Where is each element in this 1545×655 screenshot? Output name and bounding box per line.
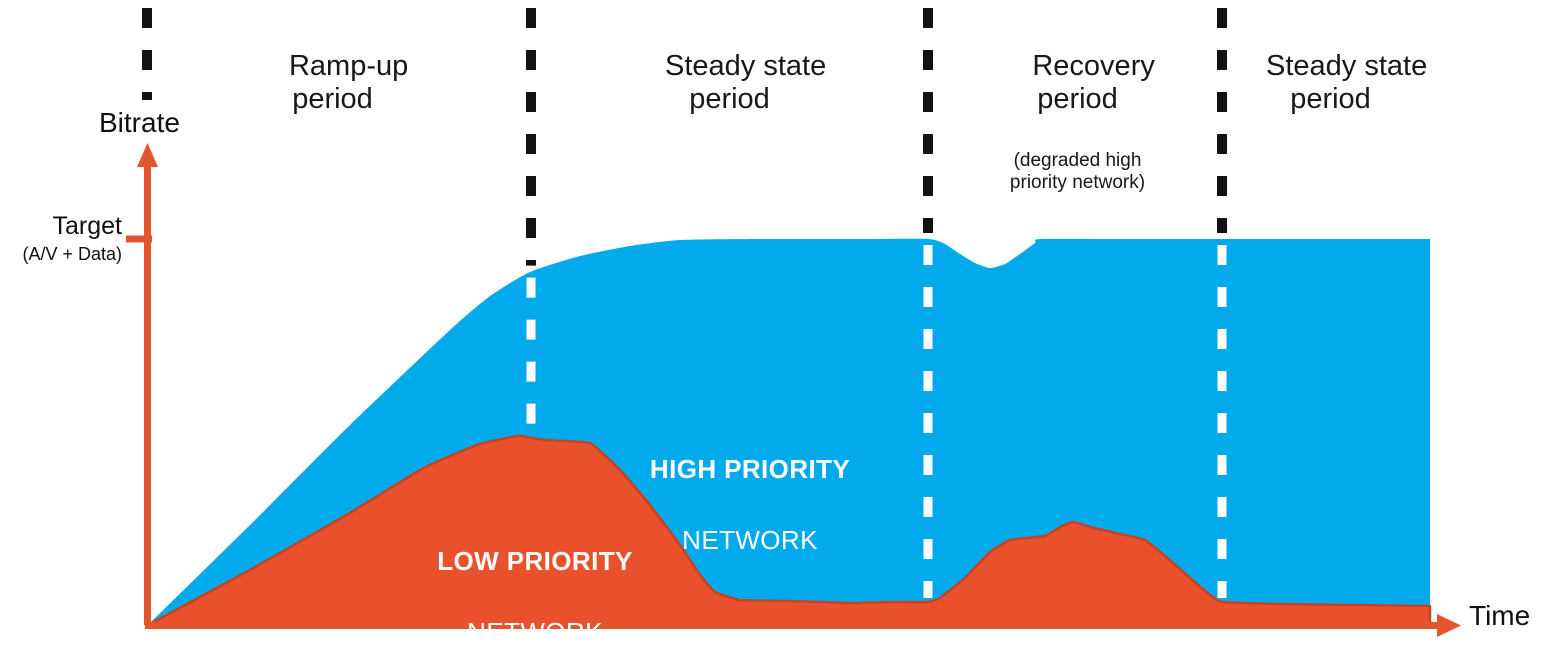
- high-priority-label-line2: NETWORK: [682, 525, 818, 555]
- low-priority-label-line1: LOW PRIORITY: [437, 546, 633, 576]
- target-tick-sublabel: (A/V + Data): [22, 244, 122, 264]
- period-label-steady-state-2: Steady state period: [1266, 50, 1428, 115]
- y-axis-label: Bitrate: [99, 107, 180, 138]
- period-label-recovery: Recovery period (degraded high priority …: [960, 18, 1195, 260]
- low-priority-network-label: LOW PRIORITY NETWORK: [385, 510, 685, 655]
- period-divider-inner-group: [526, 245, 1227, 598]
- high-priority-label-line1: HIGH PRIORITY: [649, 454, 851, 484]
- period-divider-outer-group: [142, 8, 1227, 266]
- period-label-ramp-up: Ramp-up period: [288, 50, 409, 115]
- target-tick-label: Target: [52, 212, 122, 240]
- low-priority-area: [146, 434, 1432, 627]
- x-axis: [145, 614, 1461, 637]
- period-label-steady-state-1: Steady state period: [665, 50, 827, 115]
- x-axis-label: Time: [1469, 600, 1531, 631]
- high-priority-network-label: HIGH PRIORITY NETWORK: [600, 418, 900, 592]
- low-priority-label-line2: NETWORK: [467, 617, 603, 647]
- period-sublabel-recovery: (degraded high priority network): [1009, 149, 1146, 194]
- y-axis: [137, 143, 158, 625]
